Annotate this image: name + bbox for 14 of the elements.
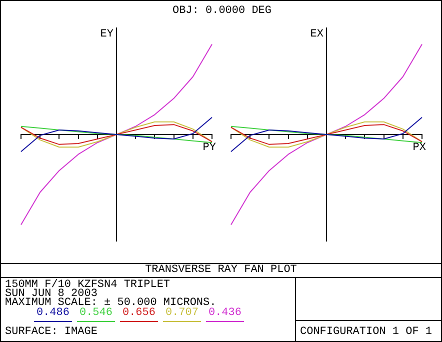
text: TRANSVERSE RAY FAN PLOT <box>1 264 441 277</box>
text: SURFACE: IMAGE <box>5 326 98 338</box>
text: 0.436 <box>208 307 242 319</box>
text: MAXIMUM SCALE: ± 50.000 MICRONS. <box>5 297 216 309</box>
y-axis-title: EX <box>310 28 324 40</box>
text: 0.707 <box>165 307 198 319</box>
text: 0.486 <box>36 307 70 319</box>
text: 0.546 <box>79 307 112 319</box>
text: 0.656 <box>122 307 156 319</box>
chart-title: OBJ: 0.0000 DEG <box>171 5 273 17</box>
x-axis-title: PY <box>202 142 216 154</box>
y-axis-title: EY <box>100 28 114 40</box>
text: CONFIGURATION 1 OF 1 <box>300 326 432 338</box>
x-axis-title: PX <box>412 142 426 154</box>
